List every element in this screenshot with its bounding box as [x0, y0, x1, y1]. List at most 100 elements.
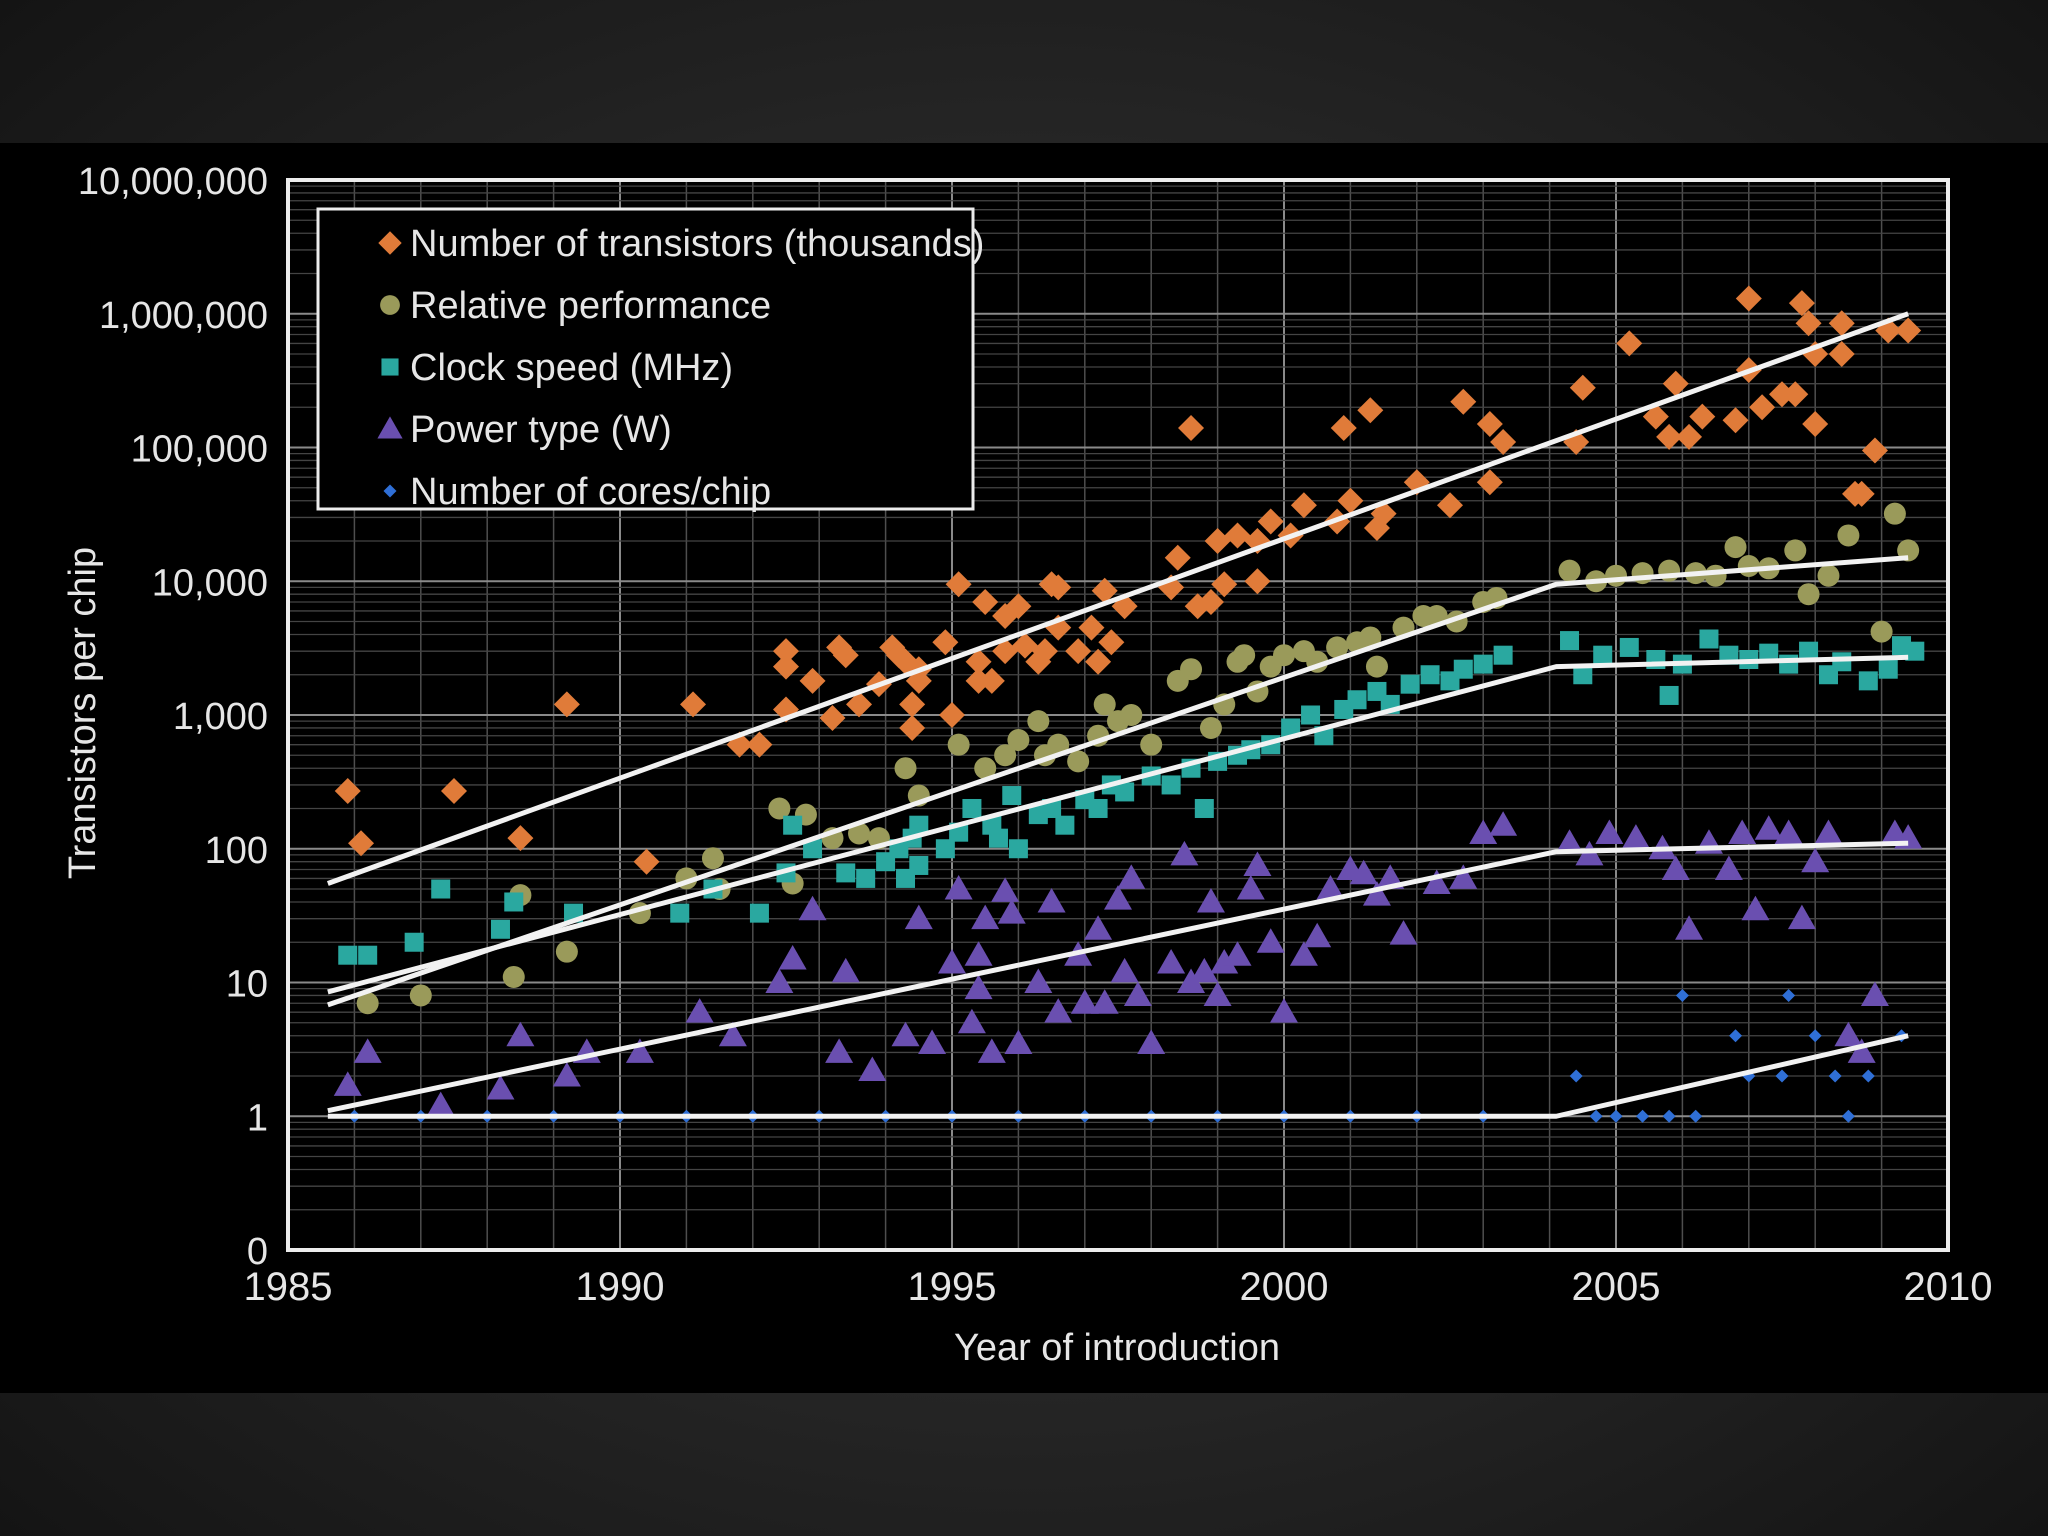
- data-point: [1085, 648, 1112, 675]
- data-point: [338, 945, 358, 965]
- data-point: [1244, 568, 1271, 595]
- data-point: [1084, 915, 1113, 940]
- data-point: [1676, 423, 1703, 450]
- data-point: [856, 868, 876, 888]
- data-point: [348, 830, 375, 857]
- data-point: [938, 948, 966, 974]
- data-point: [1098, 629, 1125, 656]
- y-tick-label: 100: [205, 830, 268, 872]
- data-point: [1589, 1109, 1603, 1123]
- data-point: [1008, 839, 1028, 859]
- data-point: [426, 1091, 455, 1117]
- data-point: [1848, 480, 1875, 507]
- data-point: [825, 1038, 854, 1063]
- data-point: [1905, 641, 1925, 661]
- data-point: [945, 571, 972, 598]
- data-point: [1775, 1069, 1789, 1083]
- data-point: [994, 744, 1017, 767]
- data-point: [1024, 968, 1053, 993]
- data-point: [1808, 1029, 1822, 1043]
- data-point: [1861, 437, 1888, 464]
- trend-line: [327, 840, 1909, 1114]
- trend-line: [326, 311, 1910, 886]
- y-tick-label: 10,000: [152, 562, 268, 604]
- data-point: [1005, 593, 1032, 620]
- data-point: [486, 1074, 515, 1100]
- data-point: [1070, 989, 1099, 1014]
- x-axis-title: Year of introduction: [954, 1327, 1280, 1369]
- legend-marker: [380, 295, 400, 315]
- data-point: [502, 965, 525, 988]
- data-point: [1828, 341, 1855, 368]
- data-point: [1469, 819, 1498, 845]
- data-point: [1045, 574, 1072, 601]
- data-point: [1476, 410, 1503, 437]
- data-point: [1616, 330, 1643, 357]
- plot-frame: [286, 178, 1950, 1252]
- data-point: [353, 1038, 382, 1063]
- data-point: [1699, 629, 1719, 649]
- data-point: [978, 667, 1005, 694]
- data-point: [358, 945, 378, 965]
- data-point: [1861, 1069, 1875, 1083]
- data-point: [1449, 864, 1478, 889]
- data-point: [1365, 655, 1388, 678]
- data-point: [670, 903, 690, 923]
- data-point: [701, 847, 724, 870]
- data-point: [832, 642, 859, 669]
- y-tick-label: 100,000: [131, 429, 268, 471]
- data-point: [1860, 981, 1889, 1006]
- data-point: [1675, 988, 1689, 1002]
- data-point: [1137, 1029, 1166, 1054]
- data-point: [1841, 1109, 1855, 1123]
- grid: [288, 180, 1948, 1250]
- data-point: [1722, 407, 1749, 434]
- data-point: [1779, 654, 1799, 674]
- data-point: [1782, 988, 1796, 1002]
- data-point: [1007, 729, 1030, 752]
- data-point: [1180, 658, 1203, 681]
- data-point: [799, 667, 826, 694]
- data-point: [1801, 847, 1830, 873]
- data-point: [1837, 524, 1860, 547]
- data-point: [1724, 536, 1747, 559]
- data-point: [555, 940, 578, 963]
- data-point: [1490, 428, 1517, 455]
- data-point: [964, 974, 993, 1000]
- data-point: [1170, 840, 1199, 866]
- data-point: [1476, 469, 1503, 496]
- data-point: [1117, 864, 1146, 889]
- data-point: [1347, 690, 1367, 710]
- data-point: [1675, 915, 1704, 940]
- data-point: [972, 588, 999, 615]
- data-point: [819, 704, 846, 731]
- data-point: [1199, 716, 1222, 739]
- data-point: [1210, 948, 1239, 974]
- data-point: [909, 855, 929, 875]
- data-point: [773, 653, 799, 680]
- data-point: [1797, 583, 1820, 606]
- data-point: [1895, 317, 1922, 344]
- data-point: [1609, 1109, 1623, 1123]
- x-tick-label: 1995: [908, 1265, 997, 1309]
- data-point: [1316, 875, 1345, 900]
- y-tick-label: 1: [247, 1097, 268, 1139]
- data-point: [965, 667, 992, 694]
- data-point: [1662, 1109, 1676, 1123]
- data-point: [356, 992, 379, 1015]
- data-point: [1257, 508, 1284, 535]
- data-point: [1055, 815, 1075, 835]
- data-point: [1067, 750, 1090, 773]
- chart-slide: Year of introduction Transistors per chi…: [0, 143, 2048, 1393]
- data-point: [1357, 397, 1384, 424]
- data-point: [1091, 577, 1118, 604]
- data-point: [992, 638, 1019, 665]
- data-point: [552, 1061, 581, 1087]
- data-point: [1349, 859, 1378, 885]
- x-tick-label: 2005: [1572, 1265, 1661, 1309]
- y-tick-label: 10,000,000: [78, 161, 268, 203]
- data-point: [1290, 492, 1317, 519]
- data-point: [1802, 410, 1829, 437]
- data-point: [1749, 394, 1776, 421]
- data-point: [1489, 811, 1518, 836]
